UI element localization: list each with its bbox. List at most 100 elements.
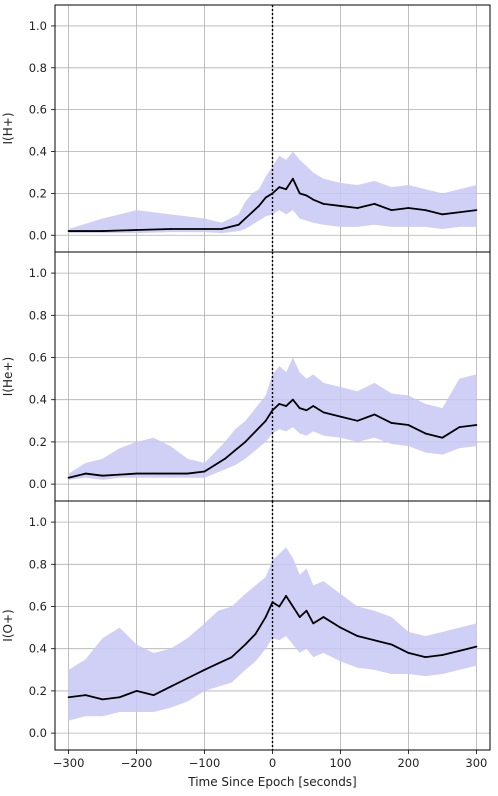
data-point	[298, 616, 301, 618]
data-point	[407, 207, 410, 209]
data-point	[84, 472, 87, 475]
data-point	[244, 217, 247, 220]
y-tick-label: 0.6	[29, 103, 47, 117]
data-point	[305, 609, 308, 612]
data-point	[407, 424, 410, 426]
panel-3: 0.0 0.2 0.4 0.6 0.8 1.0 I(O+) −300 −200 −100 0 100 2…	[1, 500, 491, 789]
x-tick-label: 0	[269, 756, 276, 770]
data-point	[339, 205, 342, 207]
data-point	[285, 188, 287, 191]
data-point	[230, 656, 233, 659]
y-tick-label: 1.0	[29, 266, 47, 280]
y-axis-label: I(O+)	[1, 609, 15, 641]
data-point	[101, 474, 104, 477]
y-tick-label: 0.0	[29, 726, 47, 740]
data-point	[118, 473, 121, 476]
data-point	[390, 422, 393, 424]
x-tick-label: 300	[465, 756, 487, 770]
data-point	[322, 411, 325, 414]
data-point	[169, 228, 172, 230]
data-point	[339, 415, 342, 418]
data-point	[373, 413, 376, 416]
data-point	[152, 694, 155, 697]
x-axis-label: Time Since Epoch [seconds]	[187, 775, 357, 789]
data-point	[390, 643, 393, 646]
data-point	[475, 209, 478, 212]
data-point	[298, 192, 301, 195]
data-point	[373, 202, 376, 205]
data-point	[424, 209, 427, 212]
data-point	[213, 464, 216, 467]
y-tick-label: 0.4	[29, 642, 47, 656]
y-tick-label: 1.0	[29, 19, 47, 33]
data-point	[373, 639, 376, 642]
data-point	[234, 449, 237, 452]
y-tick-label: 0.8	[29, 557, 47, 571]
data-point	[441, 654, 444, 656]
y-tick-label: 0.2	[29, 186, 47, 200]
data-point	[217, 662, 220, 665]
data-point	[356, 419, 359, 422]
data-point	[407, 652, 410, 654]
data-point	[244, 643, 247, 646]
data-point	[237, 223, 240, 226]
data-point	[169, 685, 172, 688]
data-point	[424, 656, 427, 659]
data-point	[118, 696, 121, 699]
data-point	[312, 622, 315, 625]
data-point	[291, 605, 294, 608]
x-tick-label: 100	[329, 756, 351, 770]
y-tick-label: 0.2	[29, 684, 47, 698]
panel-2: 0.0 0.2 0.4 0.6 0.8 1.0 I(He+)	[1, 251, 491, 502]
data-point	[285, 595, 287, 597]
data-point	[305, 409, 308, 412]
data-point	[264, 419, 267, 422]
data-point	[458, 211, 461, 214]
data-point	[305, 194, 308, 197]
data-point	[298, 407, 301, 410]
x-tick-label: −200	[121, 756, 153, 770]
y-tick-label: 0.2	[29, 435, 47, 449]
data-point	[67, 476, 70, 479]
data-point	[67, 696, 70, 699]
data-point	[278, 186, 281, 189]
y-axis-label: I(H+)	[1, 113, 15, 145]
data-point	[264, 616, 267, 618]
y-tick-label: 0.6	[29, 600, 47, 614]
data-point	[322, 202, 325, 205]
data-point	[312, 198, 315, 201]
y-tick-label: 0.4	[29, 145, 47, 159]
x-tick-label: 200	[397, 756, 419, 770]
y-tick-label: 0.8	[29, 61, 47, 75]
data-point	[203, 228, 206, 230]
data-point	[251, 211, 254, 214]
data-point	[475, 424, 478, 426]
data-point	[186, 677, 189, 680]
data-point	[258, 205, 260, 207]
data-point	[441, 436, 444, 439]
y-tick-label: 1.0	[29, 515, 47, 529]
x-tick-label: −100	[189, 756, 221, 770]
panel-1: 0.0 0.2 0.4 0.6 0.8 1.0 I(H+)	[1, 4, 491, 253]
data-point	[264, 196, 267, 199]
data-point	[278, 605, 281, 608]
data-point	[135, 229, 138, 231]
data-point	[224, 457, 226, 460]
mean-line	[68, 177, 477, 232]
mean-line	[68, 398, 477, 479]
data-point	[254, 430, 257, 433]
y-tick-label: 0.6	[29, 351, 47, 365]
y-tick-label: 0.4	[29, 393, 47, 407]
data-point	[356, 635, 359, 637]
data-point	[339, 626, 342, 629]
data-point	[220, 228, 223, 230]
y-tick-label: 0.0	[29, 477, 47, 491]
data-point	[101, 230, 104, 232]
data-point	[169, 472, 172, 475]
data-point	[186, 472, 189, 475]
y-tick-label: 0.0	[29, 228, 47, 242]
data-point	[244, 441, 247, 443]
data-point	[135, 472, 138, 475]
data-point	[458, 649, 461, 652]
